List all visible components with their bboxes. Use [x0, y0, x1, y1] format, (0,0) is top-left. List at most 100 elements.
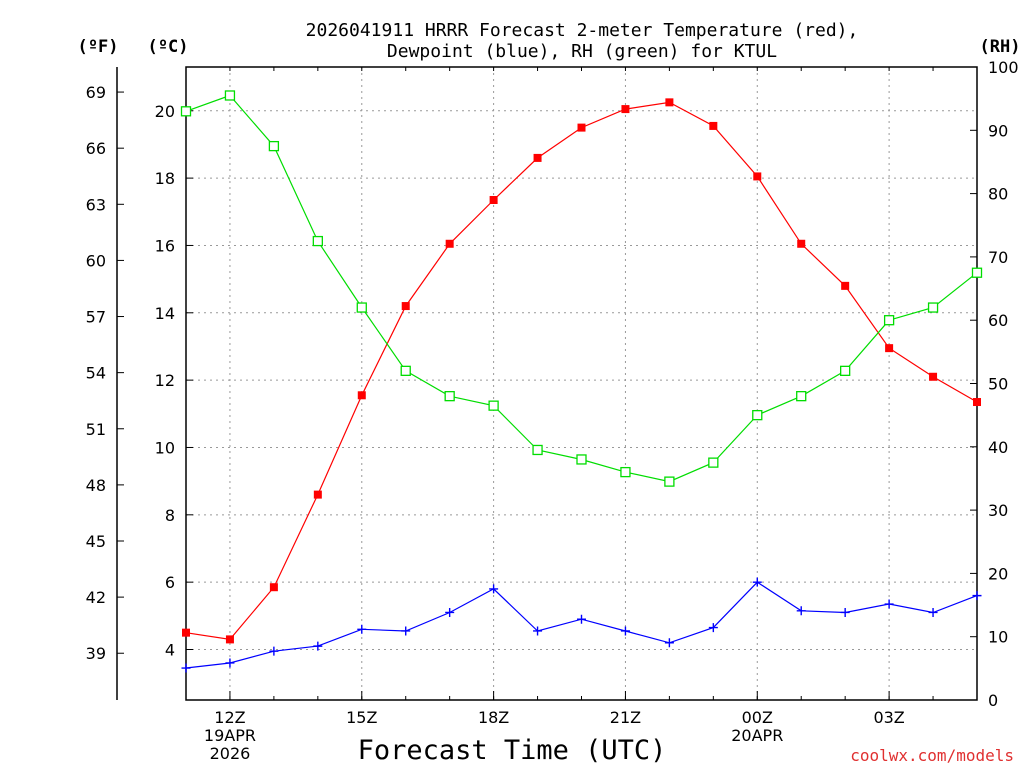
rh-point [883, 315, 895, 326]
tick-label-rh: 0 [988, 691, 998, 710]
tick-label-rh: 70 [988, 248, 1008, 267]
temperature-point [269, 583, 278, 592]
tick-label-fahrenheit: 69 [86, 83, 106, 102]
temperature-point [401, 302, 410, 311]
temperature-point [225, 635, 234, 644]
rh-point [752, 409, 763, 421]
tick-label-rh: 40 [988, 438, 1008, 457]
dewpoint-point [225, 658, 235, 668]
tick-label-x: 18Z [478, 708, 509, 727]
tick-label-rh: 80 [988, 185, 1008, 204]
tick-label-celsius: 16 [155, 236, 175, 255]
tick-label-rh: 20 [988, 564, 1008, 583]
dewpoint-point [357, 624, 367, 634]
dewpoint-point [313, 641, 323, 651]
tick-label-fahrenheit: 45 [86, 532, 106, 551]
tick-label-celsius: 14 [155, 304, 175, 323]
tick-label-rh: 10 [988, 628, 1008, 647]
tick-label-x: 12Z [214, 708, 245, 727]
rh-point [840, 365, 851, 376]
temperature-point [445, 239, 454, 248]
tick-label-rh: 60 [988, 311, 1008, 330]
dewpoint-series-line [185, 581, 978, 669]
tick-label-x: 19APR [204, 726, 256, 745]
tick-label-celsius: 18 [155, 169, 175, 188]
dewpoint-point [489, 584, 499, 594]
rh-point [620, 466, 631, 478]
temperature-point [182, 628, 190, 637]
rh-point [224, 90, 236, 101]
temperature-point [357, 391, 366, 400]
temperature-point [885, 344, 894, 353]
tick-label-celsius: 6 [165, 573, 175, 592]
tick-label-celsius: 12 [155, 371, 175, 390]
rh-point [576, 454, 587, 465]
tick-label-celsius: 10 [155, 438, 175, 457]
tick-label-celsius: 20 [155, 102, 175, 121]
rh-point [664, 476, 675, 487]
tick-label-fahrenheit: 51 [86, 420, 106, 439]
temperature-point [753, 172, 762, 181]
dewpoint-point [445, 607, 455, 617]
temperature-point [841, 281, 850, 290]
rh-point [927, 302, 939, 313]
rh-point [180, 106, 192, 117]
celsius-unit-label: (ºC) [148, 37, 189, 57]
x-axis-label: Forecast Time (UTC) [358, 735, 667, 766]
rh-point [532, 444, 543, 456]
tick-label-fahrenheit: 42 [86, 588, 106, 607]
temperature-point [313, 490, 322, 499]
dewpoint-point [620, 626, 630, 636]
rh-point [971, 267, 983, 278]
rh-point [796, 391, 807, 402]
rh-point [444, 391, 455, 402]
tick-label-x: 21Z [610, 708, 641, 727]
dewpoint-point [884, 599, 894, 609]
tick-label-fahrenheit: 39 [86, 644, 106, 663]
tick-label-fahrenheit: 48 [86, 476, 106, 495]
dewpoint-point [928, 607, 938, 617]
dewpoint-point [533, 626, 543, 636]
temperature-point [665, 98, 674, 107]
tick-label-x: 03Z [873, 708, 904, 727]
tick-label-x: 2026 [210, 744, 251, 763]
series-layer [180, 90, 983, 673]
tick-label-rh: 30 [988, 501, 1008, 520]
tick-label-celsius: 8 [165, 506, 175, 525]
temperature-series-line [185, 101, 978, 641]
rh-point [708, 457, 719, 468]
temperature-point [533, 153, 542, 162]
tick-label-celsius: 4 [165, 640, 175, 659]
credit-text: coolwx.com/models [850, 746, 1014, 765]
dewpoint-point [269, 646, 279, 656]
rh-point [400, 365, 411, 376]
temperature-point [709, 121, 718, 130]
tick-label-rh: 90 [988, 121, 1008, 140]
chart-title-line1: 2026041911 HRRR Forecast 2-meter Tempera… [306, 20, 859, 41]
dewpoint-point [401, 626, 411, 636]
fahrenheit-unit-label: (ºF) [78, 37, 119, 57]
temperature-point [797, 239, 806, 248]
rh-point [312, 235, 323, 247]
rh-unit-label: (RH) [980, 37, 1021, 57]
dewpoint-point [796, 606, 806, 616]
grid-layer [186, 67, 977, 700]
temperature-point [929, 372, 938, 381]
rh-point [356, 302, 367, 313]
tick-label-rh: 50 [988, 375, 1008, 394]
tick-label-fahrenheit: 66 [86, 139, 106, 158]
dewpoint-point [708, 623, 718, 633]
dewpoint-point [972, 591, 982, 601]
dewpoint-point [181, 663, 191, 673]
rh-point [488, 400, 499, 411]
tick-label-fahrenheit: 60 [86, 251, 106, 270]
temperature-point [489, 195, 498, 204]
plot-frame [185, 66, 978, 701]
tick-label-x: 00Z [742, 708, 773, 727]
tick-label-rh: 100 [988, 58, 1019, 77]
dewpoint-point [840, 607, 850, 617]
rh-point [268, 140, 280, 152]
dewpoint-point [577, 614, 586, 624]
tick-label-fahrenheit: 57 [86, 308, 106, 327]
